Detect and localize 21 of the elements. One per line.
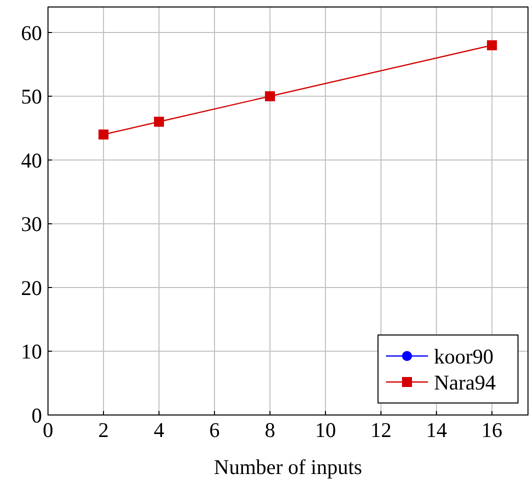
legend-label: Nara94 xyxy=(434,370,496,394)
point xyxy=(154,116,164,127)
y-tick-label: 30 xyxy=(21,212,42,236)
y-tick-label: 40 xyxy=(21,148,42,172)
y-tick-label: 50 xyxy=(21,84,42,109)
x-tick-label: 4 xyxy=(154,418,165,442)
y-tick-label: 10 xyxy=(21,340,42,364)
y-tick-label: 20 xyxy=(21,276,42,300)
x-tick-label: 16 xyxy=(481,418,502,442)
y-tick-label: 60 xyxy=(21,20,42,45)
x-tick-label: 8 xyxy=(264,418,276,442)
point xyxy=(264,91,275,102)
x-tick-label: 14 xyxy=(426,418,448,442)
legend-label: koor90 xyxy=(434,344,494,368)
x-tick-label: 12 xyxy=(370,418,392,442)
x-axis-title: Number of inputs xyxy=(214,455,362,479)
x-tick-label: 6 xyxy=(209,418,220,442)
x-tick-label: 2 xyxy=(98,418,109,442)
x-tick-label: 10 xyxy=(314,418,336,442)
point xyxy=(98,130,108,140)
point xyxy=(486,40,497,50)
